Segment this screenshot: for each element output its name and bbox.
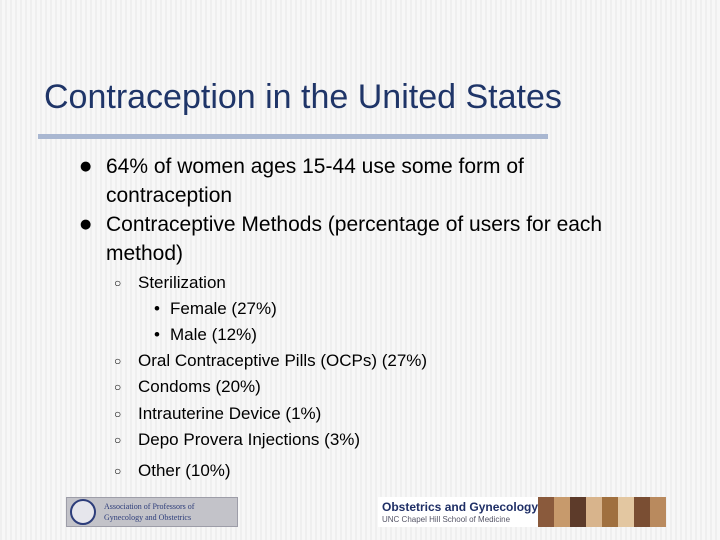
bullet-marker-icon: ●	[80, 159, 92, 174]
method-label: Male (12%)	[170, 325, 257, 344]
method-label: Other (10%)	[138, 461, 231, 480]
photo-thumbnail	[618, 497, 635, 527]
method-label: Female (27%)	[170, 299, 277, 318]
method-label: Oral Contraceptive Pills (OCPs) (27%)	[138, 351, 428, 370]
method-condoms: ○ Condoms (20%)	[114, 374, 698, 400]
photo-thumbnail	[586, 497, 603, 527]
photo-thumbnail	[554, 497, 571, 527]
dot-bullet-icon: •	[154, 299, 160, 318]
photo-thumbnail	[634, 497, 651, 527]
unc-logo-subtitle: UNC Chapel Hill School of Medicine	[382, 515, 511, 524]
photo-thumbnail	[602, 497, 619, 527]
apgo-logo-line-1: Association of Professors of	[104, 502, 195, 511]
circle-bullet-icon: ○	[114, 407, 122, 421]
method-sub-female: • Female (27%)	[154, 296, 470, 322]
bullet-2-line-1: Contraceptive Methods (percentage of use…	[106, 213, 603, 236]
photo-thumbnail	[650, 497, 667, 527]
method-other: ○ Other (10%)	[114, 458, 698, 484]
circle-bullet-icon: ○	[114, 380, 122, 394]
unc-logo-title: Obstetrics and Gynecology	[382, 500, 539, 514]
method-label: Sterilization	[138, 273, 226, 292]
circle-bullet-icon: ○	[114, 464, 122, 478]
circle-bullet-icon: ○	[114, 276, 122, 290]
method-sterilization: ○ Sterilization	[114, 270, 698, 296]
method-depo: ○ Depo Provera Injections (3%)	[114, 427, 698, 453]
title-underline	[38, 134, 548, 139]
apgo-logo-line-2: Gynecology and Obstetrics	[104, 513, 192, 522]
photo-thumbnail	[570, 497, 587, 527]
photo-thumbnail	[538, 497, 555, 527]
bullet-2-line-2: method)	[106, 242, 184, 265]
dot-bullet-icon: •	[154, 325, 160, 344]
method-label: Intrauterine Device (1%)	[138, 404, 322, 423]
method-label: Condoms (20%)	[138, 377, 261, 396]
method-label: Depo Provera Injections (3%)	[138, 430, 361, 449]
circle-bullet-icon: ○	[114, 433, 122, 447]
circle-bullet-icon: ○	[114, 354, 122, 368]
apgo-logo: Association of Professors of Gynecology …	[66, 497, 238, 527]
bullet-1-line-1: 64% of women ages 15-44 use some form of	[106, 155, 524, 178]
method-ocp: ○ Oral Contraceptive Pills (OCPs) (27%)	[114, 348, 698, 374]
seal-icon	[70, 499, 96, 525]
slide-title: Contraception in the United States	[44, 78, 562, 116]
bullet-item-1: ● 64% of women ages 15-44 use some form …	[80, 152, 706, 210]
method-sub-male: • Male (12%)	[154, 322, 470, 348]
photo-strip	[538, 497, 667, 527]
unc-obgyn-logo: Obstetrics and Gynecology UNC Chapel Hil…	[378, 497, 667, 527]
bullet-1-line-2: contraception	[106, 184, 233, 207]
bullet-item-2: ● Contraceptive Methods (percentage of u…	[80, 210, 706, 268]
bullet-marker-icon: ●	[80, 217, 92, 232]
method-iud: ○ Intrauterine Device (1%)	[114, 401, 698, 427]
